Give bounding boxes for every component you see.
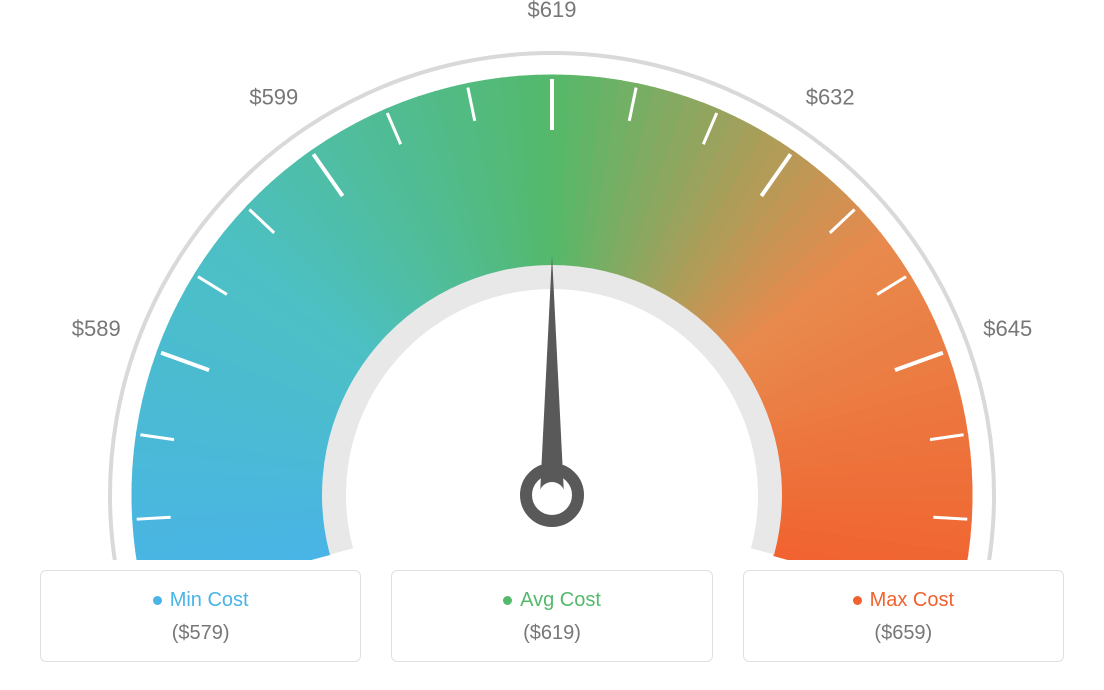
legend-title-max: Max Cost xyxy=(853,589,954,612)
gauge-svg: $579$589$599$619$632$645$659 xyxy=(0,0,1104,560)
legend-title-avg: Avg Cost xyxy=(503,589,601,612)
legend-value-max: ($659) xyxy=(754,622,1053,645)
svg-text:$599: $599 xyxy=(249,85,298,110)
legend-dot-max xyxy=(853,596,862,605)
legend-row: Min Cost ($579) Avg Cost ($619) Max Cost… xyxy=(0,560,1104,662)
legend-title-min: Min Cost xyxy=(153,589,249,612)
legend-value-min: ($579) xyxy=(51,622,350,645)
svg-text:$645: $645 xyxy=(983,316,1032,341)
gauge-chart: $579$589$599$619$632$645$659 xyxy=(0,0,1104,560)
legend-label-min: Min Cost xyxy=(170,589,249,612)
legend-label-avg: Avg Cost xyxy=(520,589,601,612)
svg-text:$589: $589 xyxy=(72,316,121,341)
svg-text:$619: $619 xyxy=(528,0,577,22)
svg-text:$632: $632 xyxy=(806,85,855,110)
legend-card-min: Min Cost ($579) xyxy=(40,570,361,662)
legend-card-avg: Avg Cost ($619) xyxy=(391,570,712,662)
legend-value-avg: ($619) xyxy=(402,622,701,645)
legend-label-max: Max Cost xyxy=(870,589,954,612)
legend-card-max: Max Cost ($659) xyxy=(743,570,1064,662)
legend-dot-min xyxy=(153,596,162,605)
legend-dot-avg xyxy=(503,596,512,605)
